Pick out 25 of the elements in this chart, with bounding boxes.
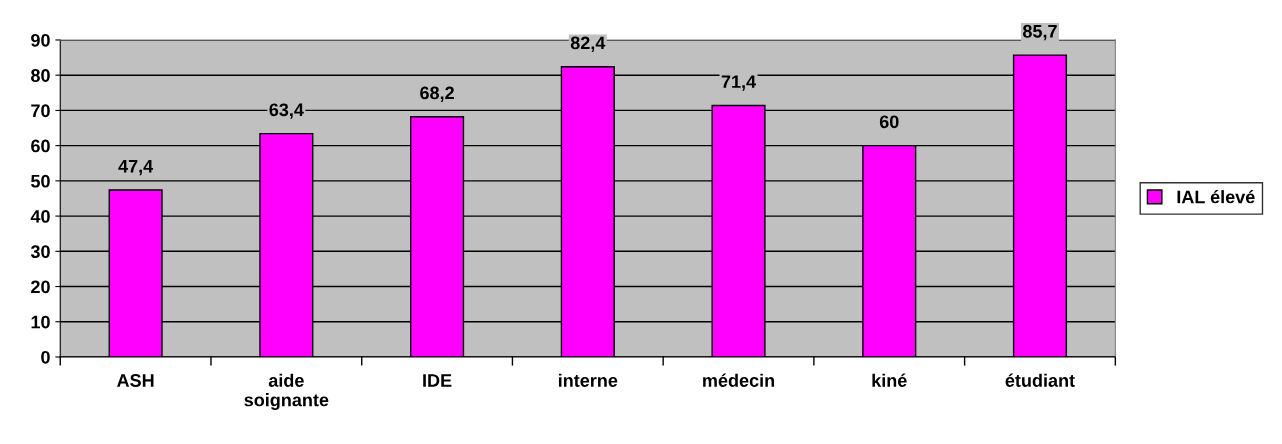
x-tick-label: IDE xyxy=(423,374,452,387)
x-tick-label: kiné xyxy=(872,373,907,387)
y-tick-label: 30 xyxy=(30,245,50,259)
data-label: 82,4 xyxy=(570,36,606,52)
x-tick-label: aide soignante xyxy=(244,373,329,410)
y-tick-label: 50 xyxy=(31,174,50,188)
x-tick-label: interne xyxy=(558,373,618,387)
data-label: 60 xyxy=(879,115,899,129)
x-tick-label: ASH xyxy=(117,374,154,387)
data-label: 63,4 xyxy=(269,103,304,119)
y-tick-label: 80 xyxy=(31,69,50,82)
y-tick-label: 60 xyxy=(31,139,50,153)
x-tick-label: étudiant xyxy=(1005,373,1075,387)
y-tick-label: 90 xyxy=(31,33,50,47)
y-tick-label: 40 xyxy=(30,210,50,223)
data-label: 85,7 xyxy=(1022,24,1057,41)
y-tick-label: 70 xyxy=(31,104,50,118)
y-tick-label: 10 xyxy=(31,315,50,329)
legend-label: IAL élevé xyxy=(1177,189,1255,204)
data-label: 71,4 xyxy=(721,75,756,91)
data-label: 68,2 xyxy=(420,86,454,102)
y-tick-label: 0 xyxy=(41,350,50,364)
x-tick-label: médecin xyxy=(703,373,775,387)
data-label: 47,4 xyxy=(118,159,154,176)
y-tick-label: 20 xyxy=(31,280,50,294)
